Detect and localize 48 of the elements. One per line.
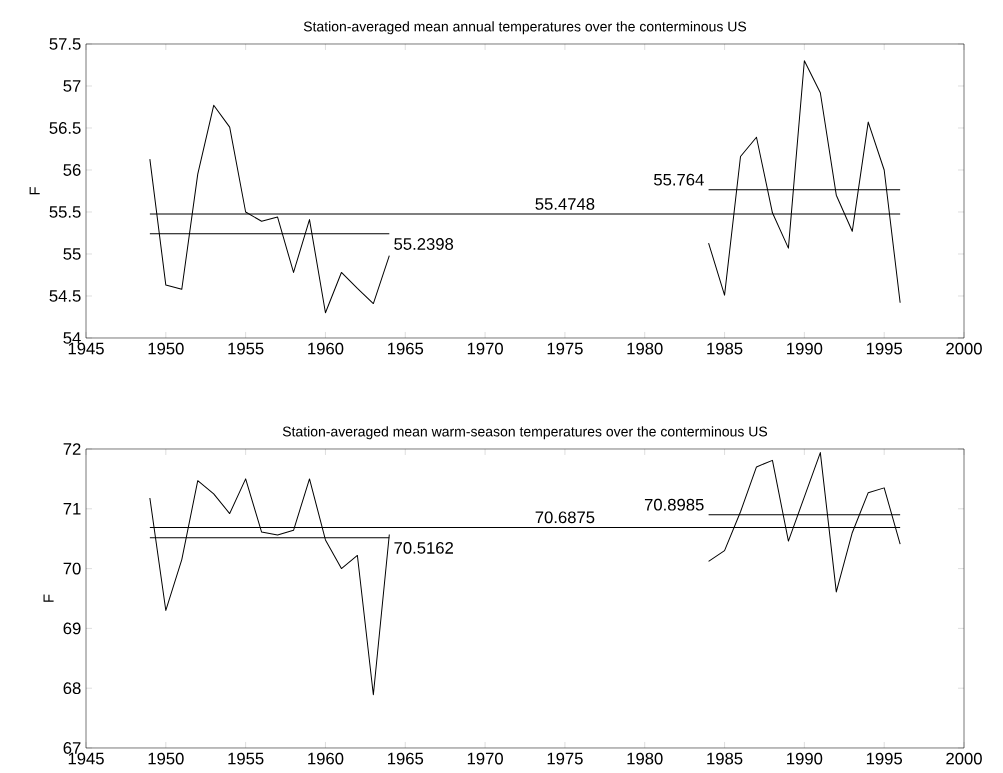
y-tick-label: 68 (63, 682, 81, 695)
x-tick-label: 1950 (148, 752, 184, 765)
y-tick-label: 55.5 (49, 206, 81, 218)
annotation: 55.764 (654, 173, 704, 186)
x-tick-label: 1985 (707, 342, 743, 355)
x-tick-label: 1955 (228, 342, 264, 355)
y-tick-label: 57.5 (49, 38, 81, 50)
x-tick-label: 1990 (787, 752, 823, 765)
x-tick-label: 1945 (68, 342, 104, 355)
x-tick-label: 1980 (627, 342, 663, 355)
annotation: 55.2398 (394, 238, 454, 250)
y-tick-label: 54.5 (49, 290, 81, 302)
x-tick-label: 1950 (148, 342, 184, 355)
y-axis-title: F (29, 187, 40, 195)
y-tick-label: 69 (63, 622, 81, 635)
x-tick-label: 1975 (547, 342, 583, 355)
x-tick-label: 1990 (787, 342, 823, 355)
annotation: 70.5162 (394, 542, 453, 554)
y-tick-label: 56 (63, 164, 81, 176)
x-tick-label: 1945 (68, 752, 104, 765)
annotation: 70.8985 (644, 498, 704, 511)
x-tick-label: 1965 (388, 752, 424, 765)
x-tick-label: 1965 (388, 342, 424, 355)
y-axis-title: F (43, 594, 54, 602)
y-tick-label: 72 (63, 443, 81, 455)
y-tick-label: 56.5 (49, 122, 81, 134)
y-tick-label: 71 (63, 503, 81, 515)
y-tick-label: 70 (63, 562, 81, 575)
chart-title: Station-averaged mean warm-season temperatures over the conterminous US (282, 426, 768, 440)
x-tick-label: 1960 (308, 752, 344, 765)
y-tick-label: 57 (63, 80, 81, 92)
x-tick-label: 2000 (946, 752, 982, 765)
y-tick-label: 54 (63, 332, 81, 344)
annotation: 55.4748 (535, 198, 595, 210)
chart-title: Station-averaged mean annual temperatures over the conterminous US (303, 21, 747, 35)
x-tick-label: 1975 (547, 752, 583, 765)
x-tick-label: 1955 (228, 752, 264, 765)
x-tick-label: 1995 (866, 342, 903, 355)
annotation: 70.6875 (535, 511, 595, 524)
y-tick-label: 67 (63, 742, 81, 754)
x-tick-label: 1985 (707, 752, 743, 765)
x-tick-label: 2000 (946, 342, 982, 355)
y-tick-label: 55 (63, 248, 81, 260)
x-tick-label: 1980 (627, 752, 663, 765)
x-tick-label: 1970 (467, 342, 503, 355)
x-tick-label: 1995 (866, 752, 903, 765)
x-tick-label: 1960 (308, 342, 344, 355)
x-tick-label: 1970 (467, 752, 503, 765)
